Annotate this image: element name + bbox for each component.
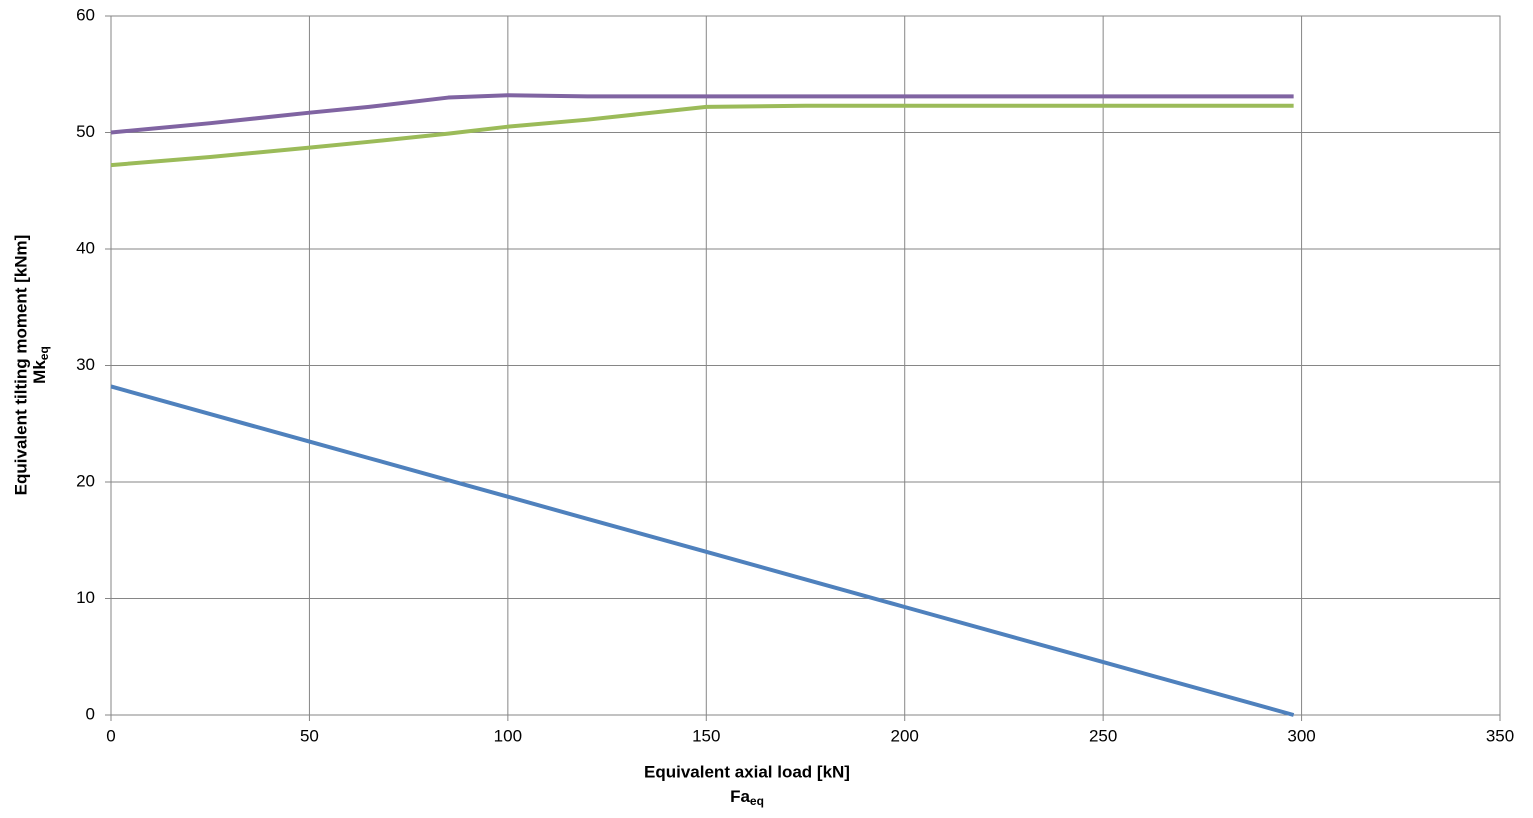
y-tick-label: 20 — [76, 471, 95, 490]
y-tick-label: 60 — [76, 5, 95, 24]
y-axis-label: Equivalent tilting moment [kNm] — [11, 235, 30, 496]
line-series — [110, 384, 1295, 717]
x-tick-label: 200 — [891, 726, 919, 745]
y-subscript: eq — [37, 346, 51, 360]
line-series — [110, 103, 1294, 168]
x-subscript: eq — [750, 794, 764, 808]
line-series — [110, 93, 1294, 135]
y-tick-label: 0 — [86, 704, 95, 723]
y-symbol: Mk — [30, 360, 49, 384]
y-tick-label: 50 — [76, 122, 95, 141]
x-tick-label: 0 — [106, 726, 115, 745]
y-tick-label: 30 — [76, 355, 95, 374]
x-tick-label: 300 — [1287, 726, 1315, 745]
x-axis-symbol: Faeq — [730, 787, 764, 808]
x-symbol: Fa — [730, 787, 750, 806]
x-tick-label: 150 — [692, 726, 720, 745]
y-tick-label: 40 — [76, 238, 95, 257]
x-axis-label: Equivalent axial load [kN] — [644, 762, 850, 781]
x-tick-label: 50 — [300, 726, 319, 745]
y-tick-label: 10 — [76, 588, 95, 607]
plot-border — [110, 15, 1501, 716]
y-axis-symbol: Mkeq — [30, 346, 51, 384]
x-tick-label: 250 — [1089, 726, 1117, 745]
x-tick-label: 100 — [494, 726, 522, 745]
x-tick-label: 350 — [1486, 726, 1514, 745]
